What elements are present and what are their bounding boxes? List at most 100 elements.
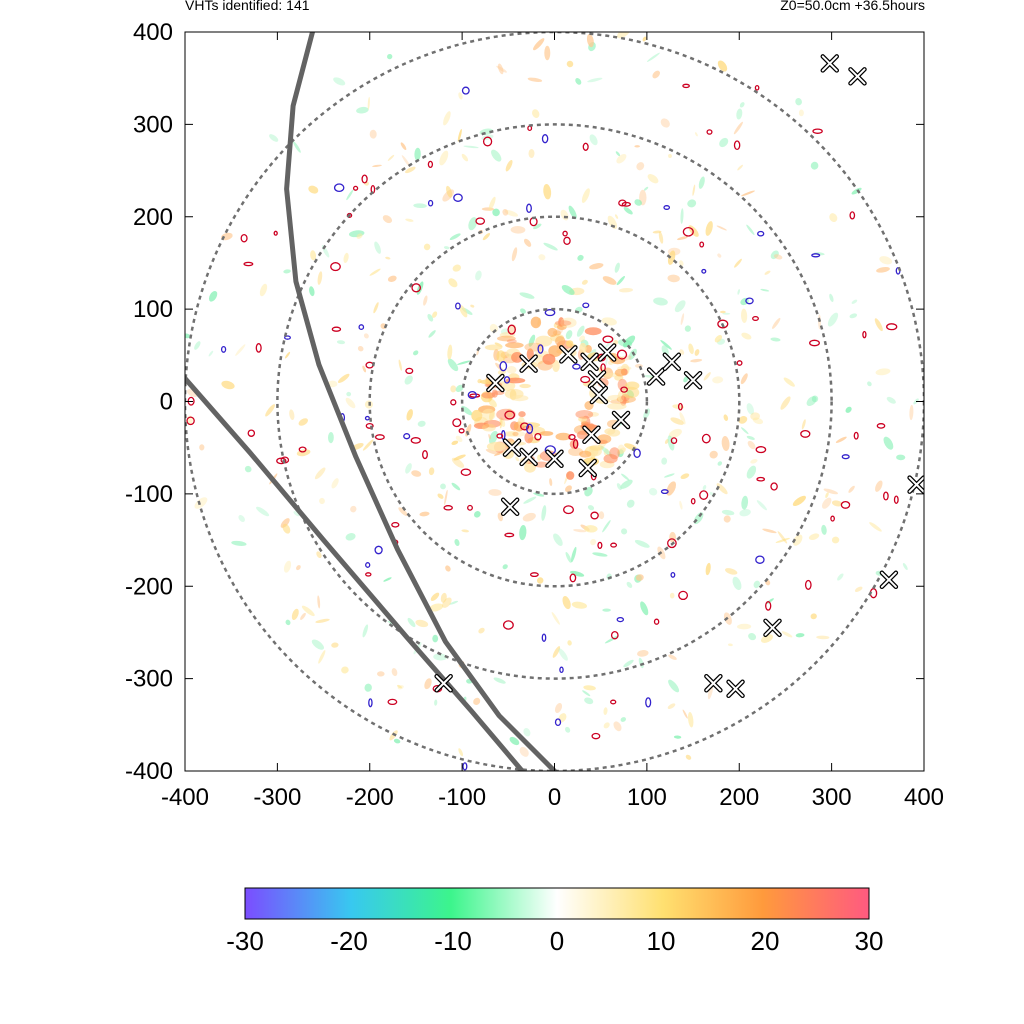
- negative-contour: [544, 309, 556, 317]
- eyewall-patch: [518, 411, 526, 418]
- anomaly-patch: [311, 639, 325, 650]
- anomaly-patch: [770, 337, 781, 342]
- anomaly-patch: [709, 491, 714, 496]
- anomaly-patch: [519, 525, 527, 541]
- anomaly-patch: [589, 134, 598, 146]
- anomaly-patch: [634, 145, 640, 148]
- vht-marker: [704, 673, 723, 693]
- anomaly-patch: [660, 118, 670, 128]
- negative-contour: [455, 302, 461, 310]
- anomaly-patch: [331, 642, 339, 648]
- anomaly-patch: [690, 358, 703, 363]
- anomaly-patch: [571, 601, 588, 609]
- positive-contour: [699, 490, 709, 500]
- positive-contour: [504, 410, 516, 420]
- anomaly-patch: [717, 60, 728, 72]
- vht-marker: [545, 449, 564, 469]
- vht-marker: [589, 385, 609, 405]
- eyewall-patch: [552, 330, 562, 336]
- vht-marker: [519, 447, 538, 467]
- anomaly-patch: [309, 286, 315, 297]
- anomaly-patch: [623, 659, 634, 668]
- anomaly-patch: [679, 412, 686, 425]
- anomaly-patch: [849, 313, 858, 319]
- positive-contour: [620, 386, 628, 393]
- vht-marker: [848, 67, 867, 86]
- anomaly-patch: [533, 223, 542, 230]
- anomaly-patch: [716, 483, 728, 495]
- anomaly-patch: [798, 109, 804, 117]
- anomaly-patch: [581, 279, 588, 285]
- positive-contour: [427, 160, 434, 169]
- anomaly-patch: [231, 540, 247, 546]
- anomaly-patch: [725, 568, 738, 575]
- anomaly-patch: [695, 132, 698, 137]
- anomaly-patch: [674, 300, 686, 313]
- positive-contour: [475, 217, 486, 225]
- x-tick-label: 0: [548, 784, 561, 811]
- anomaly-patch: [565, 330, 573, 340]
- anomaly-patch: [415, 619, 429, 628]
- anomaly-patch: [444, 489, 448, 505]
- anomaly-patch: [510, 225, 526, 234]
- vht-marker: [597, 343, 617, 362]
- anomaly-patch: [194, 497, 208, 509]
- range-ring: [460, 307, 649, 496]
- eyewall-patch: [588, 446, 602, 457]
- y-tick-label: 400: [133, 19, 173, 46]
- positive-contour: [422, 450, 428, 460]
- anomaly-patch: [560, 209, 569, 221]
- anomaly-patch: [424, 678, 432, 690]
- anomaly-patch: [566, 60, 574, 68]
- anomaly-patch: [717, 461, 723, 466]
- anomaly-patch: [437, 493, 444, 499]
- eyewall-patch: [524, 462, 536, 473]
- positive-contour: [534, 432, 542, 441]
- anomaly-patch: [886, 396, 896, 404]
- positive-contour: [733, 140, 741, 151]
- anomaly-patch: [626, 499, 635, 508]
- anomaly-patch: [620, 479, 633, 489]
- eyewall-patch: [547, 327, 558, 337]
- eyewall-patch: [579, 342, 587, 354]
- anomaly-patch: [265, 404, 275, 417]
- anomaly-patch: [283, 269, 291, 274]
- anomaly-patch: [668, 679, 680, 693]
- anomaly-patch: [346, 391, 352, 397]
- anomaly-patch: [687, 711, 694, 728]
- positive-contour: [374, 434, 385, 441]
- anomaly-patch: [400, 142, 407, 151]
- positive-contour: [482, 136, 493, 147]
- anomaly-patch: [667, 274, 680, 283]
- anomaly-patch: [445, 565, 451, 572]
- anomaly-patch: [482, 233, 491, 241]
- vht-marker: [879, 570, 899, 590]
- anomaly-patch: [405, 463, 412, 474]
- anomaly-patch: [423, 295, 428, 306]
- eyewall-patch: [506, 366, 517, 374]
- eyewall-patch: [584, 327, 602, 336]
- anomaly-patch: [373, 302, 379, 314]
- eyewall-patch: [530, 316, 542, 329]
- positive-contour: [361, 174, 368, 184]
- anomaly-patch: [485, 449, 501, 456]
- anomaly-patch: [766, 598, 774, 604]
- eyewall-patch: [497, 335, 516, 342]
- anomaly-patch: [584, 525, 598, 533]
- negative-contour: [453, 193, 463, 202]
- anomaly-patch: [428, 467, 435, 476]
- anomaly-patch: [902, 562, 908, 571]
- anomaly-patch: [520, 308, 526, 314]
- anomaly-patch: [298, 418, 309, 426]
- anomaly-patch: [443, 246, 450, 250]
- anomaly-patch: [679, 500, 683, 510]
- positive-contour: [391, 521, 400, 528]
- vht-marker-fill: [579, 460, 596, 477]
- anomaly-patch: [646, 52, 660, 62]
- anomaly-patch: [734, 258, 742, 268]
- anomaly-patch: [523, 727, 531, 737]
- vht-count-label: VHTs identified: 141: [185, 0, 310, 13]
- x-tick-label: 300: [812, 784, 852, 811]
- anomaly-patch: [669, 592, 675, 599]
- negative-contour: [616, 616, 625, 623]
